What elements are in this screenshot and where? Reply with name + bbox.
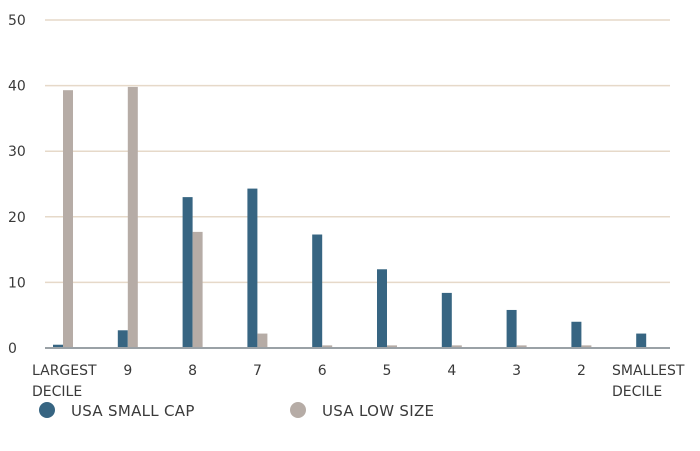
bar-usa-low-size <box>63 90 73 348</box>
bar-usa-low-size <box>127 86 138 349</box>
bar-usa-small-cap <box>506 309 517 348</box>
legend-item-usa-low-size: USA LOW SIZE <box>290 402 434 420</box>
bar-usa-low-size <box>192 231 203 348</box>
legend-label: USA SMALL CAP <box>71 402 195 420</box>
bar-usa-small-cap <box>312 234 323 348</box>
x-tick-label: 2 <box>577 363 586 379</box>
bar-usa-small-cap <box>117 330 128 348</box>
bar-usa-low-size <box>387 345 397 348</box>
y-tick-label: 20 <box>8 210 26 226</box>
bar-usa-low-size <box>257 333 268 348</box>
x-tick-label: 6 <box>318 363 327 379</box>
bar-usa-small-cap <box>53 344 63 348</box>
x-tick-label: 5 <box>383 363 392 379</box>
y-tick-label: 30 <box>8 144 26 160</box>
bars <box>53 86 647 349</box>
y-tick-label: 10 <box>8 275 26 291</box>
bar-usa-small-cap <box>247 188 258 348</box>
bar-usa-small-cap <box>377 269 387 348</box>
y-tick-label: 0 <box>8 341 17 357</box>
bar-usa-small-cap <box>441 292 452 348</box>
x-tick-label: 8 <box>188 363 197 379</box>
legend-label: USA LOW SIZE <box>322 402 434 420</box>
y-tick-label: 40 <box>8 79 26 95</box>
x-tick-label: 7 <box>253 363 262 379</box>
legend: USA SMALL CAP USA LOW SIZE <box>39 402 434 420</box>
legend-swatch <box>39 402 55 418</box>
x-tick-label: LARGEST <box>32 363 97 379</box>
x-tick-label: SMALLEST <box>612 363 685 379</box>
x-tick-label: 3 <box>512 363 521 379</box>
x-tick-label: DECILE <box>612 384 662 400</box>
legend-item-usa-small-cap: USA SMALL CAP <box>39 402 195 420</box>
x-tick-label: DECILE <box>32 384 82 400</box>
y-axis-ticks: 0 10 20 30 40 50 <box>8 13 26 357</box>
bar-usa-small-cap <box>636 333 647 348</box>
bar-usa-small-cap <box>571 321 582 348</box>
bar-usa-low-size <box>322 345 333 348</box>
legend-swatch <box>290 402 306 418</box>
x-axis-ticks: LARGEST DECILE 9 8 7 6 5 4 3 2 SMALLEST DECILE <box>32 363 685 400</box>
bar-usa-low-size <box>516 345 527 348</box>
y-tick-label: 50 <box>8 13 26 29</box>
x-tick-label: 9 <box>123 363 132 379</box>
x-tick-label: 4 <box>447 363 456 379</box>
bar-usa-low-size <box>451 345 462 348</box>
gridlines <box>45 19 670 284</box>
bar-usa-small-cap <box>182 197 193 348</box>
bar-usa-low-size <box>581 345 592 348</box>
